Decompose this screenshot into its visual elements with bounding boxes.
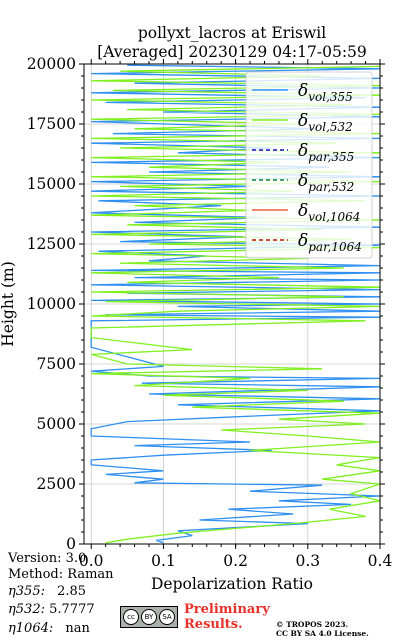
y-tick-label: 5000: [37, 415, 76, 433]
legend-label: δpar,355: [298, 141, 354, 164]
preliminary-line1: Preliminary: [184, 602, 270, 617]
cc-icon: cc: [123, 609, 139, 625]
sa-icon: SA: [159, 609, 175, 625]
version-text: Version: 3.0: [8, 551, 87, 566]
x-tick-label: 0.2: [223, 552, 248, 570]
series-line-0: [90, 64, 380, 544]
legend-label-sub: vol,1064: [308, 210, 360, 224]
legend-label: δpar,532: [298, 171, 354, 194]
preliminary-line2: Results.: [184, 617, 243, 632]
legend-label: δvol,1064: [298, 201, 360, 224]
legend-label-sub: par,532: [308, 180, 354, 194]
series-line-1: [90, 65, 380, 544]
x-axis-label: Depolarization Ratio: [151, 575, 313, 593]
by-icon: BY: [141, 609, 157, 625]
legend-label-main: δ: [298, 111, 308, 131]
copyright-line1: © TROPOS 2023.: [276, 620, 349, 629]
legend: δvol,355δvol,532δpar,355δpar,532δvol,106…: [245, 71, 373, 259]
chart-title-line1: pollyxt_lacros at Eriswil: [138, 24, 326, 42]
y-tick-label: 20000: [27, 55, 76, 73]
cc-license-badge: cc BY SA: [120, 606, 178, 628]
y-tick-label: 7500: [37, 355, 76, 373]
legend-label-sub: vol,532: [308, 120, 353, 134]
y-tick-label: 2500: [37, 475, 76, 493]
legend-label-main: δ: [298, 81, 308, 101]
copyright-line2: CC BY SA 4.0 License.: [276, 629, 369, 638]
legend-label-sub: vol,355: [308, 90, 353, 104]
eta355-value: 2.85: [57, 584, 87, 599]
y-tick-label: 0: [66, 535, 76, 553]
x-tick-label: 0.4: [368, 552, 393, 570]
method-text: Method: Raman: [8, 567, 114, 582]
x-tick-label: 0.1: [151, 552, 176, 570]
legend-box: [245, 71, 373, 259]
legend-label: δvol,355: [298, 81, 353, 104]
legend-label: δvol,532: [298, 111, 353, 134]
y-tick-label: 12500: [27, 235, 76, 253]
eta1064-label: η1064:: [8, 621, 54, 636]
eta532-label: η532:: [8, 602, 45, 617]
legend-label-main: δ: [298, 171, 308, 191]
eta532-value: 5.7777: [49, 602, 95, 617]
y-axis-label: Height (m): [0, 261, 17, 347]
axis-ticks: 0.0 0.1 0.2 0.3 0.4 0 2500 5000 7500 10000 12500 15…: [27, 55, 393, 570]
y-tick-label: 10000: [27, 295, 76, 313]
eta1064-row: η1064: nan: [8, 621, 90, 636]
y-tick-label: 17500: [27, 115, 76, 133]
legend-label-main: δ: [298, 201, 308, 221]
x-tick-label: 0.3: [295, 552, 320, 570]
eta532-row: η532: 5.7777: [8, 602, 95, 617]
y-tick-label: 15000: [27, 175, 76, 193]
legend-label-main: δ: [298, 141, 308, 161]
legend-label-sub: par,355: [308, 150, 354, 164]
eta355-row: η355: 2.85: [8, 584, 86, 599]
legend-label-main: δ: [298, 231, 308, 251]
legend-label: δpar,1064: [298, 231, 362, 254]
chart-title-line2: [Averaged] 20230129 04:17-05:59: [97, 43, 367, 61]
copyright-notice: © TROPOS 2023. CC BY SA 4.0 License.: [276, 620, 369, 638]
plot-series: [90, 64, 380, 544]
legend-label-sub: par,1064: [308, 240, 362, 254]
eta355-label: η355:: [8, 584, 45, 599]
x-tick-label: 0.0: [79, 552, 104, 570]
eta1064-value: nan: [65, 621, 90, 636]
preliminary-notice: Preliminary Results.: [184, 602, 270, 632]
